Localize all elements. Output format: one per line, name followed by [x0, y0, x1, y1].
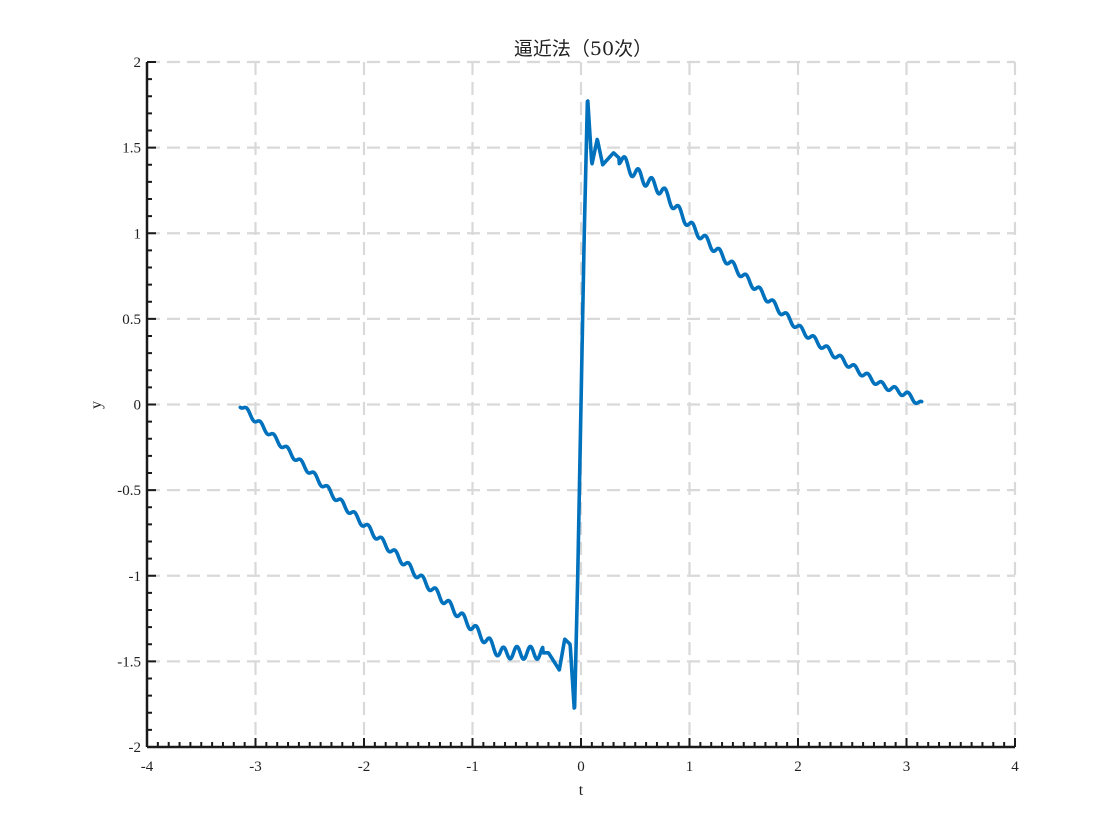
- series-line-0: [238, 99, 924, 710]
- x-tick-label: 0: [577, 759, 585, 775]
- x-tick-label: 3: [903, 759, 911, 775]
- x-axis-label: t: [579, 782, 584, 799]
- x-tick-label: 1: [686, 759, 694, 775]
- x-tick-label: -4: [141, 759, 154, 775]
- y-tick-label: 1: [134, 226, 142, 242]
- axes: [145, 61, 1016, 749]
- x-tick-label: -1: [466, 759, 479, 775]
- chart-title: 逼近法（50次）: [514, 38, 652, 60]
- y-tick-label: 1.5: [122, 141, 141, 157]
- x-tick-label: -2: [358, 759, 371, 775]
- y-tick-label: -1.5: [117, 654, 141, 670]
- x-tick-label: 2: [794, 759, 802, 775]
- series: [238, 99, 924, 710]
- x-tick-label: 4: [1011, 759, 1019, 775]
- y-tick-label: -0.5: [117, 483, 141, 499]
- y-tick-label: 2: [134, 55, 142, 71]
- y-axis-label: y: [88, 401, 105, 409]
- y-tick-label: 0.5: [122, 312, 141, 328]
- y-tick-label: -2: [129, 740, 142, 756]
- y-tick-label: -1: [129, 569, 142, 585]
- y-tick-label: 0: [134, 398, 142, 414]
- tick-labels: -4 -3 -2 -1 0 1 2 3 4 -2 -1.5 -1 -0.5 0 0.5 1 1.5 2: [117, 55, 1019, 775]
- x-tick-label: -3: [249, 759, 262, 775]
